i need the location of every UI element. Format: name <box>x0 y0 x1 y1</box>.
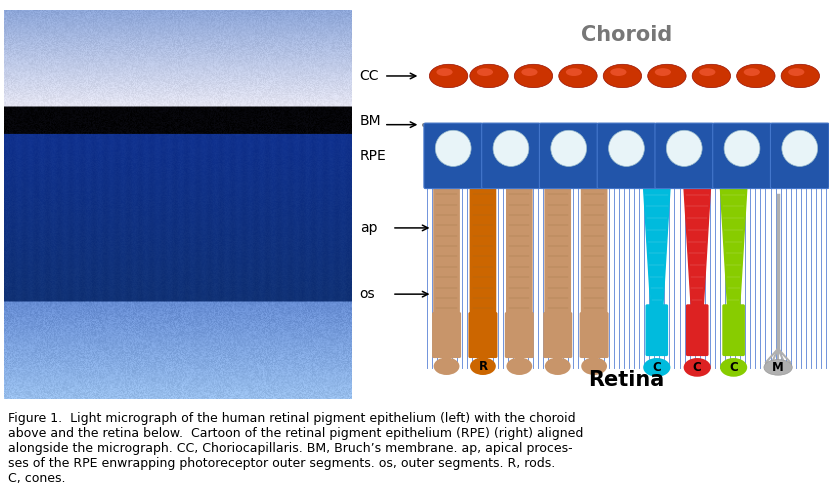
Ellipse shape <box>647 64 686 88</box>
Polygon shape <box>643 189 669 306</box>
Ellipse shape <box>565 68 581 76</box>
Ellipse shape <box>433 357 459 375</box>
Text: M: M <box>772 361 783 374</box>
Ellipse shape <box>654 68 670 76</box>
FancyBboxPatch shape <box>469 187 496 315</box>
FancyBboxPatch shape <box>433 187 459 315</box>
Ellipse shape <box>698 68 715 76</box>
Ellipse shape <box>603 64 641 88</box>
Text: Retina: Retina <box>588 370 664 390</box>
Ellipse shape <box>642 358 670 377</box>
Ellipse shape <box>513 64 552 88</box>
Ellipse shape <box>506 357 532 375</box>
Ellipse shape <box>608 131 644 167</box>
FancyBboxPatch shape <box>645 304 667 356</box>
FancyBboxPatch shape <box>580 187 607 315</box>
Text: CC: CC <box>359 69 379 83</box>
Ellipse shape <box>429 64 467 88</box>
Ellipse shape <box>723 131 759 167</box>
Polygon shape <box>720 189 746 306</box>
Text: R: R <box>478 360 487 373</box>
FancyBboxPatch shape <box>481 123 539 188</box>
Ellipse shape <box>470 357 495 375</box>
Ellipse shape <box>550 131 586 167</box>
Polygon shape <box>683 189 710 306</box>
Ellipse shape <box>780 64 818 88</box>
Text: C: C <box>692 361 701 374</box>
Ellipse shape <box>788 68 803 76</box>
FancyBboxPatch shape <box>504 312 533 358</box>
Ellipse shape <box>521 68 537 76</box>
FancyBboxPatch shape <box>468 312 497 358</box>
Ellipse shape <box>469 64 507 88</box>
Text: C: C <box>728 361 737 374</box>
Text: Figure 1.  Light micrograph of the human retinal pigment epithelium (left) with : Figure 1. Light micrograph of the human … <box>8 412 583 485</box>
Ellipse shape <box>743 68 759 76</box>
Ellipse shape <box>683 358 710 377</box>
FancyBboxPatch shape <box>685 304 708 356</box>
Ellipse shape <box>477 68 492 76</box>
Ellipse shape <box>609 68 625 76</box>
Ellipse shape <box>436 68 452 76</box>
FancyBboxPatch shape <box>770 123 828 188</box>
Ellipse shape <box>580 357 606 375</box>
FancyBboxPatch shape <box>543 312 572 358</box>
FancyBboxPatch shape <box>654 123 712 188</box>
FancyBboxPatch shape <box>579 312 608 358</box>
FancyBboxPatch shape <box>423 123 482 188</box>
Text: BM: BM <box>359 114 380 128</box>
Ellipse shape <box>763 359 792 375</box>
FancyBboxPatch shape <box>431 312 461 358</box>
Ellipse shape <box>665 131 701 167</box>
FancyBboxPatch shape <box>721 304 744 356</box>
FancyBboxPatch shape <box>538 123 597 188</box>
FancyBboxPatch shape <box>543 187 570 315</box>
Text: Choroid: Choroid <box>580 25 671 45</box>
Ellipse shape <box>558 64 596 88</box>
Ellipse shape <box>691 64 730 88</box>
Text: C: C <box>651 361 660 374</box>
Ellipse shape <box>492 131 528 167</box>
Text: ap: ap <box>359 221 377 235</box>
FancyBboxPatch shape <box>506 187 532 315</box>
Ellipse shape <box>544 357 570 375</box>
Text: RPE: RPE <box>359 149 386 163</box>
FancyBboxPatch shape <box>712 123 770 188</box>
Ellipse shape <box>781 131 817 167</box>
Ellipse shape <box>435 131 471 167</box>
FancyBboxPatch shape <box>596 123 655 188</box>
Ellipse shape <box>719 358 747 377</box>
Text: os: os <box>359 287 375 301</box>
Ellipse shape <box>736 64 774 88</box>
